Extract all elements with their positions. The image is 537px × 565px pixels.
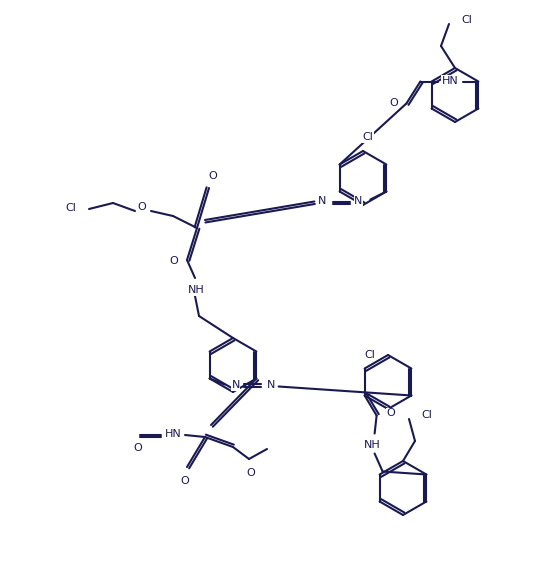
Text: N: N	[266, 380, 275, 390]
Text: NH: NH	[364, 441, 381, 450]
Text: N: N	[231, 380, 240, 390]
Text: Cl: Cl	[362, 132, 373, 142]
Text: O: O	[180, 476, 190, 486]
Text: O: O	[170, 256, 178, 266]
Text: HN: HN	[165, 429, 182, 439]
Text: NH: NH	[187, 285, 205, 295]
Text: N: N	[354, 195, 362, 206]
Text: Cl: Cl	[422, 410, 432, 420]
Text: Cl: Cl	[66, 203, 76, 213]
Text: O: O	[209, 171, 217, 181]
Text: Cl: Cl	[364, 350, 375, 359]
Text: N: N	[318, 195, 326, 206]
Text: O: O	[389, 98, 398, 108]
Text: HN: HN	[442, 76, 459, 85]
Text: Cl: Cl	[462, 15, 473, 25]
Text: O: O	[386, 408, 395, 419]
Text: O: O	[246, 468, 256, 478]
Text: O: O	[137, 202, 147, 212]
Text: O: O	[134, 443, 142, 453]
